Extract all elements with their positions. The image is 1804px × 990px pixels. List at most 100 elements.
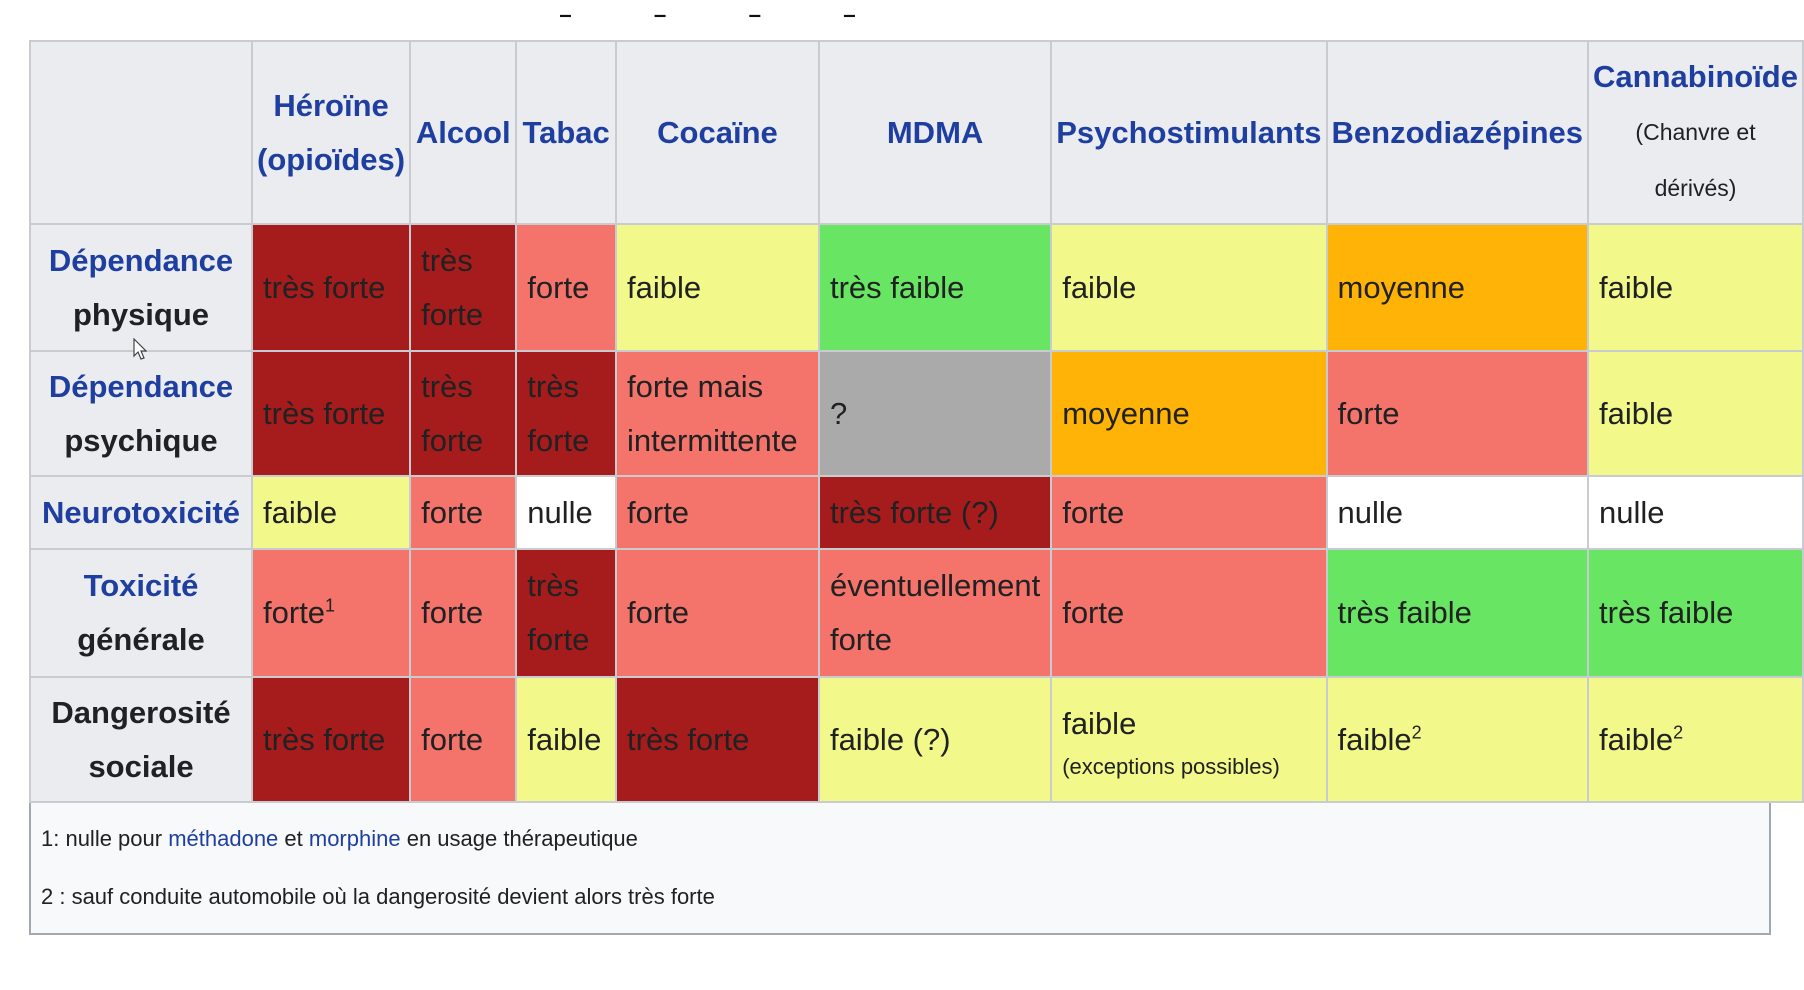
cell-note: (exceptions possibles) — [1062, 753, 1280, 779]
table-cell: faible — [615, 223, 820, 352]
cell-value: forte — [1062, 595, 1125, 630]
table-cell: faible — [1050, 223, 1328, 352]
row-header-text: générale — [77, 622, 205, 657]
cell-value: nulle — [527, 494, 593, 530]
table-cell: forte mais intermittente — [615, 350, 820, 477]
col-header-label[interactable]: MDMA — [886, 114, 984, 150]
cell-value: moyenne — [1062, 395, 1190, 431]
cell-value: forte — [1062, 494, 1125, 530]
table-cell: très forte — [615, 676, 820, 803]
cell-value: forte — [421, 494, 484, 530]
table-cell: moyenne — [1325, 223, 1590, 352]
table-cell: très forte — [251, 676, 412, 803]
table-cell: faible — [515, 676, 618, 803]
table-cell: très faible — [1587, 548, 1804, 678]
col-header-label[interactable]: Héroïne (opioïdes) — [257, 87, 406, 177]
cell-value: faible (?) — [829, 721, 951, 757]
cell-value: très faible — [829, 269, 965, 305]
cell-value: faible — [627, 269, 702, 305]
col-header-label[interactable]: Cocaïne — [657, 114, 778, 150]
row-header: Dépendance physique — [28, 223, 254, 352]
table-cell: très forte — [409, 223, 518, 352]
row-header: Dangerosité sociale — [28, 676, 254, 803]
cell-value: faible — [1599, 269, 1674, 305]
col-header-tabac[interactable]: Tabac — [515, 40, 618, 225]
table-cell: très faible — [1325, 548, 1590, 678]
cell-value: très forte — [421, 368, 484, 458]
table-row: Neurotoxicité faible forte nulle forte très f… — [28, 475, 1804, 550]
table-cell: faible (exceptions possibles) — [1050, 676, 1328, 803]
row-header: Neurotoxicité — [28, 475, 254, 550]
table-cell: forte — [1050, 475, 1328, 550]
col-header-mdma[interactable]: MDMA — [817, 40, 1053, 225]
footnote-marker[interactable]: 2 — [1411, 722, 1422, 743]
table-cell: nulle — [1325, 475, 1590, 550]
table-cell: forte — [615, 475, 820, 550]
cell-value: forte — [421, 595, 484, 630]
cell-value: forte — [421, 721, 484, 757]
link-morphine[interactable]: morphine — [308, 826, 401, 851]
col-header-label[interactable]: Psychostimulants — [1056, 114, 1322, 150]
cell-value: faible — [1599, 721, 1674, 757]
col-header-alcool[interactable]: Alcool — [409, 40, 518, 225]
col-header-cannabinoide[interactable]: Cannabinoïde (Chanvre et dérivés) — [1587, 40, 1804, 225]
cell-value: très faible — [1599, 595, 1734, 630]
table-cell: forte — [1325, 350, 1590, 477]
cell-value: forte — [1337, 395, 1400, 431]
row-header: Toxicité générale — [28, 548, 254, 678]
cell-value: faible — [263, 494, 338, 530]
table-cell: faible — [1587, 223, 1804, 352]
table-cell: éventuellement forte — [817, 548, 1053, 678]
col-header-heroine[interactable]: Héroïne (opioïdes) — [251, 40, 412, 225]
cell-value: très forte — [263, 269, 386, 305]
row-header-link[interactable]: Toxicité — [83, 568, 199, 603]
col-header-sublabel: (Chanvre et dérivés) — [1635, 118, 1756, 201]
table-cell: forte — [615, 548, 820, 678]
table-cell: faible — [1587, 350, 1804, 477]
col-header-label[interactable]: Cannabinoïde — [1593, 58, 1798, 94]
row-header-link[interactable]: Dépendance — [48, 242, 234, 278]
table-cell: forte — [409, 475, 518, 550]
col-header-label[interactable]: Tabac — [522, 114, 610, 150]
cell-value: nulle — [1337, 494, 1404, 530]
table-cell: très forte — [251, 350, 412, 477]
col-header-benzodiazepines[interactable]: Benzodiazépines — [1325, 40, 1590, 225]
col-header-psychostimulants[interactable]: Psychostimulants — [1050, 40, 1328, 225]
table-cell: forte — [409, 548, 518, 678]
row-header: Dépendance psychique — [28, 350, 254, 477]
col-header-label[interactable]: Alcool — [415, 114, 511, 150]
cell-value: forte mais intermittente — [627, 368, 798, 458]
col-header-label[interactable]: Benzodiazépines — [1331, 114, 1584, 150]
table-cell: faible2 — [1325, 676, 1590, 803]
table-cell: très forte — [515, 350, 618, 477]
table-cell: moyenne — [1050, 350, 1328, 477]
table-cell: nulle — [1587, 475, 1804, 550]
table-cell: nulle — [515, 475, 618, 550]
cell-value: forte — [627, 494, 690, 530]
cropped-caption-fragment: ▔ ▔ ▔ ▔ ▔ ▔ ▔ ▔ ▔ ▔ ▔ ▔ ▔ — [560, 14, 1369, 26]
cell-value: ? — [829, 395, 848, 431]
footnote-1: 1: nulle pour méthadone et morphine en u… — [41, 826, 638, 851]
table-cell: forte — [1050, 548, 1328, 678]
row-header-link[interactable]: Neurotoxicité — [41, 494, 241, 530]
footnote-marker[interactable]: 1 — [325, 595, 336, 616]
row-header-text: psychique — [64, 422, 218, 458]
table-cell: faible2 — [1587, 676, 1804, 803]
row-header-link[interactable]: Dépendance — [48, 368, 234, 404]
footnote-marker[interactable]: 2 — [1673, 722, 1684, 743]
table-cell: très forte — [251, 223, 412, 352]
table-cell: ? — [817, 350, 1053, 477]
table-cell: très forte — [515, 548, 618, 678]
row-header-text: physique — [72, 296, 210, 332]
cell-value: faible — [527, 721, 602, 757]
footnotes: 1: nulle pour méthadone et morphine en u… — [29, 805, 1771, 935]
cell-value: forte — [527, 269, 590, 305]
table-cell: très forte (?) — [817, 475, 1053, 550]
col-header-cocaine[interactable]: Cocaïne — [615, 40, 820, 225]
link-methadone[interactable]: méthadone — [168, 826, 279, 851]
table-cell: faible — [251, 475, 412, 550]
cell-value: moyenne — [1337, 269, 1466, 305]
cell-value: nulle — [1599, 494, 1665, 530]
header-row: Héroïne (opioïdes) Alcool Tabac Cocaïne … — [28, 40, 1804, 225]
cell-value: faible — [1599, 395, 1674, 431]
